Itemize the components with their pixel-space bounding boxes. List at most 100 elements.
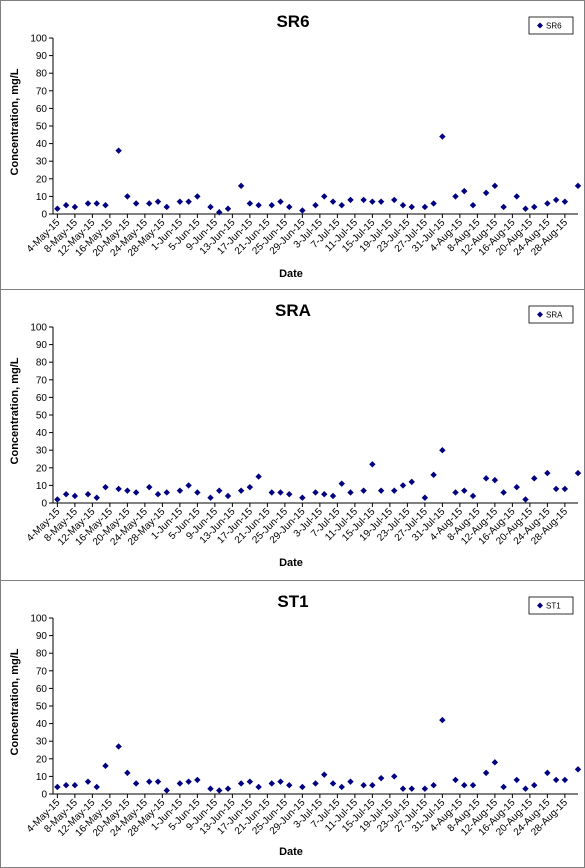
data-point [146, 200, 153, 207]
data-point [347, 489, 354, 496]
data-point [132, 489, 140, 496]
chart-sr6: SR6 Concentration, mg/L Date SR6 0 10 20 30… [9, 12, 582, 280]
data-point [391, 487, 398, 494]
data-point [574, 469, 582, 477]
data-point [452, 776, 459, 784]
y-tick-label: 20 [36, 463, 48, 474]
data-point [500, 489, 507, 496]
y-tick-label: 40 [36, 428, 48, 439]
data-point [439, 133, 446, 140]
legend-marker [537, 602, 543, 609]
plot-area: 01020304050607080901004-May-158-May-1512… [25, 34, 582, 259]
data-point [552, 776, 560, 784]
data-point [176, 487, 184, 494]
data-point [421, 785, 429, 792]
data-point [277, 778, 284, 785]
data-point [408, 785, 415, 792]
data-point [255, 473, 262, 480]
data-point [482, 769, 490, 777]
y-tick-label: 80 [36, 649, 48, 660]
data-point [482, 189, 490, 197]
data-point [531, 203, 538, 211]
data-point [54, 496, 61, 503]
data-point [329, 780, 337, 787]
data-point [286, 203, 293, 211]
legend-box [528, 596, 574, 615]
data-point [246, 200, 254, 207]
data-point [71, 782, 79, 789]
data-point [102, 202, 109, 209]
y-tick-label: 90 [36, 340, 48, 351]
data-point [62, 491, 70, 498]
y-tick-label: 50 [36, 411, 48, 422]
data-point [522, 496, 529, 503]
data-point [93, 200, 100, 207]
data-point [237, 182, 245, 190]
legend-label: SR6 [546, 22, 562, 31]
data-point [132, 780, 140, 787]
data-point [491, 759, 499, 766]
data-point [154, 491, 162, 498]
data-point [286, 782, 293, 789]
y-tick-label: 90 [36, 631, 48, 642]
data-point [544, 469, 551, 477]
chart-title: SR6 [276, 12, 309, 31]
data-point [54, 205, 61, 212]
y-tick-label: 100 [30, 614, 47, 625]
data-point [216, 209, 223, 216]
data-point [268, 780, 275, 787]
data-point [338, 202, 345, 209]
data-point [369, 782, 376, 789]
plot-area: 01020304050607080901004-May-158-May-1512… [25, 323, 582, 548]
data-point [522, 205, 529, 212]
y-tick-label: 40 [36, 139, 48, 150]
data-point [216, 787, 223, 794]
y-axis-label: Concentration, mg/L [9, 357, 21, 464]
data-point [513, 193, 520, 200]
chart-panel-sr6: SR6 Concentration, mg/L Date SR6 0 10 20 30… [0, 0, 585, 290]
data-point [544, 769, 551, 777]
data-point [513, 483, 520, 491]
data-point [124, 193, 131, 200]
data-point [360, 487, 367, 494]
data-point [277, 198, 284, 205]
legend-label: SRA [546, 311, 563, 320]
data-point [408, 478, 415, 486]
data-point [552, 485, 560, 493]
data-point [71, 492, 79, 500]
data-point [84, 200, 92, 207]
data-point [185, 778, 192, 785]
data-point [500, 203, 507, 211]
data-point [299, 783, 306, 791]
data-point [369, 198, 376, 205]
data-point [93, 494, 100, 501]
data-point [154, 778, 162, 785]
legend-box [528, 305, 574, 324]
data-point [321, 771, 328, 778]
y-tick-label: 30 [36, 737, 48, 748]
data-point [491, 476, 499, 484]
data-point [185, 198, 192, 205]
data-point [338, 480, 345, 487]
y-tick-label: 20 [36, 174, 48, 185]
data-point [531, 782, 538, 789]
data-point [377, 198, 385, 205]
data-point [552, 196, 560, 204]
data-point [268, 489, 275, 496]
data-point [176, 780, 184, 787]
chart-title: SRA [275, 301, 311, 320]
data-point [439, 716, 446, 724]
data-point [176, 198, 184, 205]
data-point [124, 769, 131, 777]
data-point [430, 782, 437, 789]
data-point [255, 202, 262, 209]
data-point [84, 778, 92, 785]
data-point [329, 492, 337, 500]
x-axis-label: Date [279, 268, 303, 280]
data-point [102, 483, 109, 491]
data-point [391, 773, 398, 780]
data-point [71, 203, 79, 211]
data-point [154, 198, 162, 205]
y-tick-label: 0 [41, 210, 47, 221]
data-point [146, 483, 153, 491]
